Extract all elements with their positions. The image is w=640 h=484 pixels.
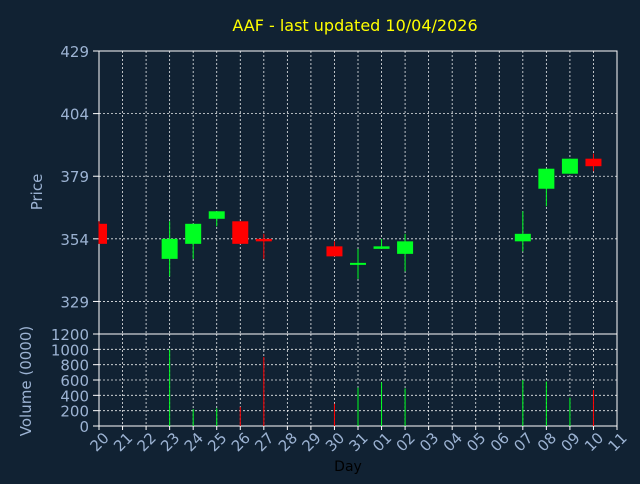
price-tick-label: 404	[60, 106, 89, 124]
candle-24	[185, 223, 202, 259]
candle-25	[208, 211, 225, 227]
candle-body	[373, 246, 390, 249]
candle-body	[561, 158, 578, 174]
candle-body	[232, 221, 249, 244]
candle-body	[208, 211, 225, 219]
volume-tick-label: 1200	[51, 326, 89, 344]
candle-body	[514, 233, 531, 242]
candle-01	[373, 238, 390, 249]
candle-31	[350, 248, 366, 279]
price-tick-label: 329	[60, 293, 89, 311]
candle-body	[585, 158, 602, 167]
candle-23	[161, 221, 178, 277]
candle-27	[255, 233, 272, 259]
candle-10	[585, 153, 602, 172]
candle-26	[232, 221, 249, 244]
price-tick-label: 354	[60, 231, 89, 249]
volume-axis-label: Volume (0000)	[17, 326, 35, 436]
candle-body	[538, 168, 555, 189]
price-tick-label: 379	[60, 168, 89, 186]
volume-tick-label: 400	[60, 387, 89, 405]
candle-body	[255, 238, 272, 242]
candle-08	[538, 168, 555, 207]
candle-body	[185, 223, 202, 244]
candle-07	[514, 211, 531, 252]
price-panel: 329 354 379 404 429	[60, 43, 618, 335]
volume-tick-label: 1000	[51, 341, 89, 359]
candle-body	[99, 223, 107, 244]
candle-body	[161, 238, 178, 259]
x-axis-label: Day	[334, 459, 362, 475]
candle-02	[397, 233, 414, 272]
candle-09	[561, 158, 578, 174]
volume-tick-label: 0	[79, 418, 89, 436]
candle-30	[326, 241, 343, 257]
volume-tick-label: 200	[60, 403, 89, 421]
candle-body	[326, 246, 343, 257]
price-axis-label: Price	[28, 174, 46, 211]
volume-tick-label: 800	[60, 357, 89, 375]
price-tick-label: 429	[60, 43, 89, 61]
candle-20	[98, 221, 107, 244]
chart-title: AAF - last updated 10/04/2026	[232, 16, 477, 35]
candle-body	[397, 241, 414, 254]
volume-tick-label: 600	[60, 372, 89, 390]
